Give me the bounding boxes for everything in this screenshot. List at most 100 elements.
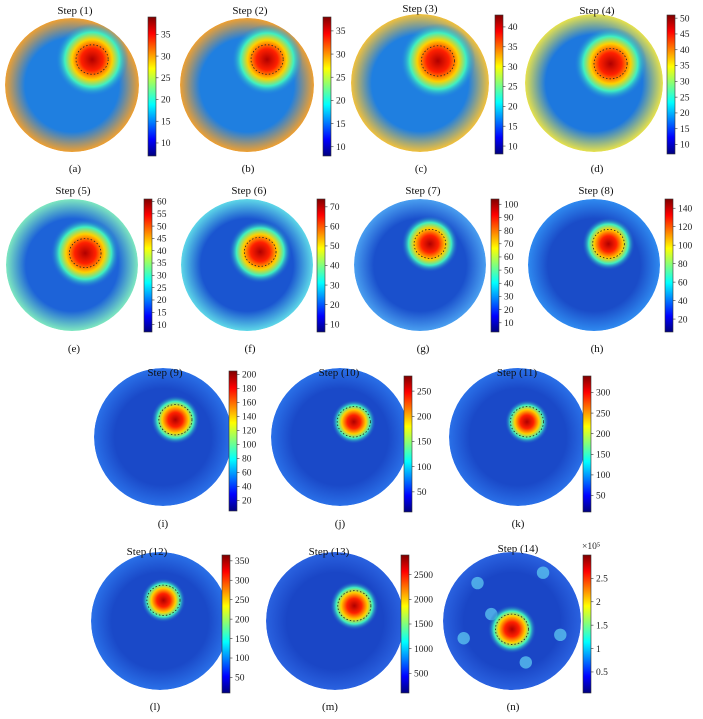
panel-e: Step (5) (e) 10 15 20 25 30 35 40 45 50 55 60	[6, 185, 167, 355]
colorbar-tick-label: 60	[157, 198, 167, 208]
colorbar-tick-label: 40	[157, 247, 167, 257]
colorbar-tick-label: 15	[680, 125, 690, 135]
colorbar-tick-label: 150	[417, 438, 432, 448]
panel-caption: (j)	[335, 518, 346, 530]
panel-n: Step (14) (n) 0.5 1 1.5 2 2.5 ×10⁵	[443, 542, 608, 713]
target-outline	[420, 45, 455, 77]
colorbar-tick-label: 140	[678, 204, 693, 214]
panel-k: Step (11) (k) 50 100 150 200 250 300	[449, 367, 611, 530]
colorbar-tick-label: 50	[330, 242, 340, 252]
artefact-patch	[457, 632, 470, 645]
panel-caption: (b)	[242, 163, 255, 175]
colorbar	[664, 198, 674, 333]
target-outline	[250, 44, 284, 75]
colorbar-tick-label: 120	[242, 427, 257, 437]
colorbar-tick-label: 25	[157, 284, 167, 294]
colorbar-tick-label: 25	[161, 74, 171, 84]
colorbar-tick-label: 10	[161, 139, 171, 149]
panel-title: Step (3)	[402, 3, 437, 15]
colorbar	[494, 14, 504, 155]
colorbar-tick-label: 200	[596, 430, 611, 440]
panel-title: Step (10)	[319, 367, 360, 379]
colorbar-tick-label: 1000	[414, 645, 433, 655]
colorbar-tick-label: 30	[330, 281, 340, 291]
colorbar-tick-label: 0.5	[596, 668, 608, 678]
colorbar-tick-label: 20	[678, 315, 688, 325]
colorbar	[400, 554, 410, 694]
panel-f: Step (6) (f) 10 20 30 40 50 60 70	[181, 185, 340, 355]
colorbar-tick-label: 1	[596, 645, 601, 655]
colorbar-tick-label: 60	[330, 223, 340, 233]
colorbar-tick-label: 250	[596, 409, 611, 419]
panel-caption: (m)	[322, 701, 338, 713]
hot-spot	[50, 218, 121, 288]
colorbar-tick-label: 2000	[414, 596, 433, 606]
colorbar-tick-label: 10	[336, 143, 346, 153]
colorbar-tick-label: 25	[680, 93, 690, 103]
colorbar-tick-label: 80	[504, 227, 514, 237]
colorbar-tick-label: 60	[504, 253, 514, 263]
panel-caption: (h)	[591, 343, 604, 355]
colorbar-tick-label: 30	[336, 50, 346, 60]
colorbar-tick-label: 50	[157, 222, 167, 232]
artefact-patch	[471, 576, 484, 590]
panel-title: Step (14)	[498, 543, 539, 555]
panel-h: Step (8) (h) 20 40 60 80 100 120 140	[528, 185, 693, 355]
panel-title: Step (4)	[579, 5, 614, 17]
panel-title: Step (6)	[231, 185, 266, 197]
hot-spot	[55, 23, 129, 96]
hot-spot	[574, 27, 647, 101]
panel-caption: (i)	[158, 518, 169, 530]
colorbar-tick-label: 20	[504, 306, 514, 316]
panel-d: Step (4) (d) 10 15 20 25 30 35 40 45 50	[525, 5, 690, 175]
colorbar-tick-label: 180	[242, 385, 257, 395]
colorbar-tick-label: 40	[330, 262, 340, 272]
panel-g: Step (7) (g) 10 20 30 40 50 60 70 80 90 100	[354, 185, 519, 355]
colorbar-tick-label: 200	[417, 412, 432, 422]
colorbar-tick-label: 45	[157, 235, 167, 245]
colorbar-tick-label: 300	[235, 576, 250, 586]
panel-l: Step (12) (l) 50 100 150 200 250 300 350	[91, 546, 250, 713]
colorbar	[228, 370, 238, 512]
colorbar-tick-label: 15	[161, 117, 171, 127]
heatmap-disc	[5, 18, 139, 152]
colorbar-tick-label: 40	[504, 279, 514, 289]
panel-title: Step (11)	[497, 367, 538, 379]
colorbar-tick-label: 30	[161, 52, 171, 62]
artefact-patch	[554, 628, 567, 642]
colorbar-tick-label: 30	[504, 293, 514, 303]
panel-title: Step (8)	[578, 185, 613, 197]
panel-caption: (n)	[507, 701, 520, 713]
colorbar-tick-label: 100	[596, 471, 611, 481]
colorbar	[582, 375, 592, 513]
hot-spot	[330, 581, 379, 631]
colorbar	[143, 198, 153, 333]
colorbar-tick-label: 120	[678, 223, 693, 233]
colorbar-tick-label: 30	[508, 63, 518, 73]
colorbar-tick-label: 60	[678, 278, 688, 288]
target-outline	[146, 584, 181, 616]
hot-spot	[487, 604, 537, 654]
panel-title: Step (1)	[57, 5, 92, 17]
colorbar-tick-label: 35	[157, 259, 167, 269]
panel-caption: (f)	[245, 343, 256, 355]
colorbar-tick-label: 300	[596, 389, 611, 399]
colorbar-tick-label: 10	[504, 319, 514, 329]
panel-title: Step (13)	[309, 546, 350, 558]
colorbar-tick-label: 35	[161, 31, 171, 41]
colorbar-tick-label: 100	[242, 441, 257, 451]
colorbar-tick-label: 30	[157, 272, 167, 282]
colorbar-tick-label: 50	[504, 266, 514, 276]
heatmap-disc	[91, 552, 229, 690]
colorbar-tick-label: 2	[596, 598, 601, 608]
target-outline	[336, 406, 371, 438]
colorbar-tick-label: 35	[336, 27, 346, 37]
heatmap-disc	[94, 368, 232, 506]
panel-caption: (a)	[69, 163, 82, 175]
colorbar-tick-label: 40	[678, 297, 688, 307]
panel-caption: (e)	[68, 343, 81, 355]
colorbar-tick-label: 20	[680, 109, 690, 119]
heatmap-disc	[271, 368, 409, 506]
panel-c: Step (3) (c) 10 15 20 25 30 35 40	[351, 3, 518, 175]
